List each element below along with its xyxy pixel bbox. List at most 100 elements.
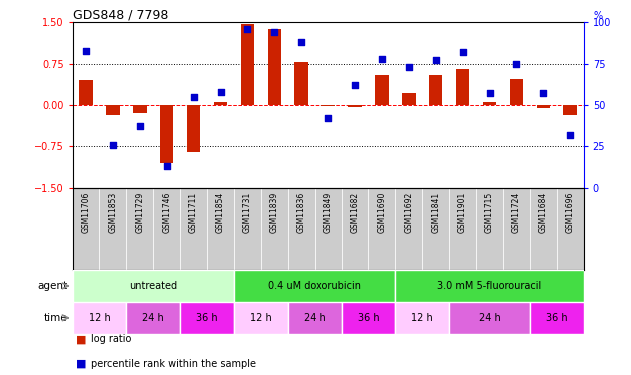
Point [242, 26, 252, 32]
Bar [536, 105, 550, 108]
Text: GSM11715: GSM11715 [485, 192, 494, 233]
Text: GSM11731: GSM11731 [243, 192, 252, 233]
Text: log ratio: log ratio [91, 334, 132, 344]
Bar [396, 188, 422, 270]
Bar [180, 188, 207, 270]
Point [81, 48, 91, 54]
Bar [483, 102, 496, 105]
Point [215, 89, 225, 95]
Text: GSM11690: GSM11690 [377, 192, 386, 233]
Bar [234, 270, 396, 302]
Text: percentile rank within the sample: percentile rank within the sample [91, 359, 256, 369]
Bar [557, 188, 584, 270]
Bar [396, 270, 584, 302]
Bar [100, 188, 126, 270]
Bar [234, 302, 288, 334]
Text: 3.0 mM 5-fluorouracil: 3.0 mM 5-fluorouracil [437, 281, 541, 291]
Bar [530, 302, 584, 334]
Point [565, 132, 575, 138]
Text: 24 h: 24 h [143, 313, 164, 323]
Point [323, 115, 333, 121]
Bar [315, 188, 341, 270]
Bar [133, 105, 146, 113]
Point [511, 61, 521, 67]
Point [296, 39, 306, 45]
Point [431, 57, 441, 63]
Text: 12 h: 12 h [411, 313, 433, 323]
Point [269, 29, 280, 35]
Text: agent: agent [37, 281, 67, 291]
Bar [207, 188, 234, 270]
Bar [153, 188, 180, 270]
Point [485, 90, 495, 96]
Point [350, 82, 360, 88]
Point [135, 123, 145, 129]
Bar [180, 302, 234, 334]
Text: 24 h: 24 h [304, 313, 326, 323]
Text: ■: ■ [76, 359, 86, 369]
Point [108, 142, 118, 148]
Bar [429, 75, 442, 105]
Bar [288, 302, 341, 334]
Bar [476, 188, 503, 270]
Text: GDS848 / 7798: GDS848 / 7798 [73, 8, 168, 21]
Text: untreated: untreated [129, 281, 177, 291]
Bar [503, 188, 530, 270]
Text: GSM11696: GSM11696 [566, 192, 575, 233]
Bar [240, 24, 254, 105]
Text: GSM11853: GSM11853 [109, 192, 117, 233]
Bar [402, 93, 416, 105]
Bar [456, 69, 469, 105]
Text: GSM11901: GSM11901 [458, 192, 467, 233]
Text: 36 h: 36 h [358, 313, 379, 323]
Bar [563, 105, 577, 115]
Text: 12 h: 12 h [88, 313, 110, 323]
Bar [234, 188, 261, 270]
Bar [268, 29, 281, 105]
Bar [214, 102, 227, 105]
Text: GSM11706: GSM11706 [81, 192, 90, 233]
Bar [375, 75, 389, 105]
Text: GSM11682: GSM11682 [351, 192, 360, 233]
Text: ■: ■ [76, 334, 86, 344]
Text: time: time [44, 313, 67, 323]
Bar [73, 270, 234, 302]
Text: GSM11849: GSM11849 [324, 192, 333, 233]
Bar [295, 62, 308, 105]
Bar [449, 188, 476, 270]
Text: GSM11724: GSM11724 [512, 192, 521, 233]
Text: GSM11841: GSM11841 [431, 192, 440, 233]
Text: GSM11711: GSM11711 [189, 192, 198, 233]
Text: GSM11729: GSM11729 [135, 192, 144, 233]
Bar [396, 302, 449, 334]
Bar [126, 188, 153, 270]
Text: 12 h: 12 h [250, 313, 272, 323]
Text: GSM11839: GSM11839 [270, 192, 279, 233]
Text: 24 h: 24 h [479, 313, 500, 323]
Point [404, 64, 414, 70]
Bar [341, 302, 396, 334]
Text: 36 h: 36 h [546, 313, 568, 323]
Point [538, 90, 548, 96]
Point [457, 49, 468, 55]
Bar [348, 105, 362, 106]
Text: GSM11854: GSM11854 [216, 192, 225, 233]
Bar [126, 302, 180, 334]
Bar [530, 188, 557, 270]
Bar [106, 105, 120, 115]
Bar [341, 188, 369, 270]
Bar [369, 188, 396, 270]
Text: 0.4 uM doxorubicin: 0.4 uM doxorubicin [268, 281, 361, 291]
Bar [73, 188, 100, 270]
Bar [73, 302, 126, 334]
Point [162, 163, 172, 169]
Bar [80, 80, 93, 105]
Text: GSM11836: GSM11836 [297, 192, 305, 233]
Bar [321, 105, 335, 106]
Text: GSM11746: GSM11746 [162, 192, 171, 233]
Point [377, 56, 387, 62]
Text: GSM11692: GSM11692 [404, 192, 413, 233]
Point [189, 94, 199, 100]
Bar [261, 188, 288, 270]
Bar [288, 188, 315, 270]
